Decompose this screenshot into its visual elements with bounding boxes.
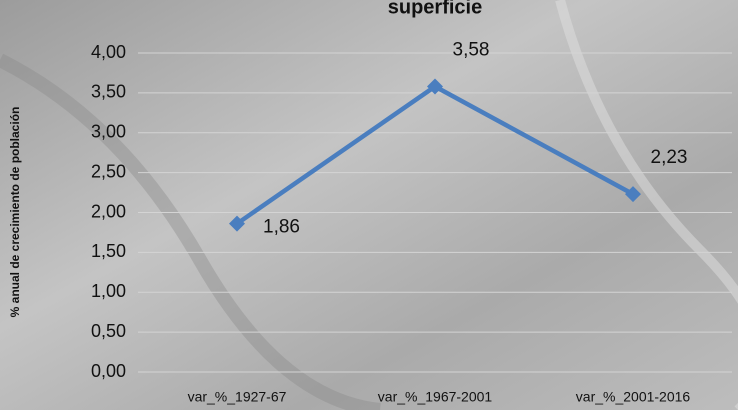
y-tick-label: 2,00 bbox=[91, 201, 126, 221]
chart-title: superficie bbox=[388, 0, 482, 18]
y-tick-label: 1,50 bbox=[91, 241, 126, 261]
y-tick-label: 3,50 bbox=[91, 82, 126, 102]
y-tick-label: 0,50 bbox=[91, 321, 126, 341]
x-tick-label: var_%_1967-2001 bbox=[378, 389, 493, 405]
chart: superficie % anual de crecimiento de pob… bbox=[0, 0, 738, 410]
y-axis-label: % anual de crecimiento de población bbox=[8, 107, 22, 318]
data-label: 1,86 bbox=[263, 217, 300, 238]
data-label: 3,58 bbox=[453, 40, 490, 61]
y-tick-label: 1,00 bbox=[91, 281, 126, 301]
x-tick-label: var_%_2001-2016 bbox=[576, 389, 691, 405]
y-tick-label: 3,00 bbox=[91, 122, 126, 142]
data-label: 2,23 bbox=[651, 147, 688, 168]
y-tick-label: 2,50 bbox=[91, 161, 126, 181]
x-tick-label: var_%_1927-67 bbox=[188, 389, 287, 405]
y-tick-label: 0,00 bbox=[91, 361, 126, 381]
y-tick-label: 4,00 bbox=[91, 42, 126, 62]
